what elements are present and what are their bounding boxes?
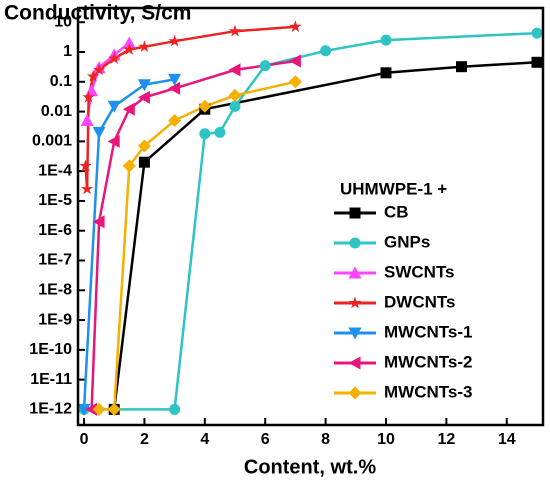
- marker: [138, 40, 151, 52]
- marker: [168, 114, 182, 127]
- marker: [380, 67, 392, 79]
- y-tick-label: 1E-12: [29, 401, 72, 418]
- marker: [456, 61, 467, 73]
- marker: [123, 43, 136, 55]
- x-tick-label: 4: [200, 431, 209, 448]
- marker: [289, 20, 302, 33]
- y-tick-label: 1E-4: [38, 162, 72, 179]
- marker: [92, 126, 106, 139]
- marker: [107, 100, 121, 113]
- marker: [138, 156, 150, 168]
- marker: [92, 402, 106, 416]
- y-tick-label: 1: [63, 43, 72, 60]
- legend-label: GNPs: [384, 232, 430, 251]
- y-tick-label: 1E-8: [38, 282, 72, 299]
- y-tick-label: 1E-9: [38, 311, 72, 328]
- marker: [85, 402, 98, 416]
- marker: [531, 56, 543, 68]
- marker: [228, 63, 241, 77]
- marker: [380, 34, 392, 46]
- marker: [288, 54, 301, 68]
- y-tick-label: 1E-11: [30, 371, 72, 388]
- x-tick-label: 8: [321, 431, 330, 448]
- marker: [168, 73, 182, 86]
- x-tick-label: 14: [498, 431, 516, 448]
- y-tick-label: 0.1: [50, 73, 72, 90]
- marker: [80, 114, 94, 126]
- chart-title: Conductivity, S/cm: [4, 2, 191, 25]
- marker: [198, 99, 212, 113]
- legend-marker: [348, 266, 362, 279]
- marker: [320, 45, 332, 57]
- legend-marker: [348, 327, 362, 340]
- y-tick-label: 1E-6: [38, 222, 72, 239]
- marker: [85, 84, 99, 97]
- legend-title: UHMWPE-1 +: [340, 179, 447, 198]
- marker: [199, 128, 211, 140]
- marker: [80, 182, 94, 195]
- marker: [228, 88, 242, 102]
- y-tick-label: 10: [54, 13, 72, 30]
- series-line: [99, 80, 296, 411]
- marker: [107, 134, 120, 148]
- legend-label: SWCNTs: [384, 262, 455, 281]
- x-tick-label: 2: [140, 431, 149, 448]
- marker: [288, 75, 302, 89]
- marker: [259, 60, 271, 72]
- legend-label: CB: [384, 202, 409, 221]
- marker: [92, 215, 105, 229]
- marker: [122, 102, 135, 116]
- marker: [82, 90, 95, 103]
- marker: [531, 27, 543, 39]
- marker: [137, 139, 151, 153]
- y-tick-label: 0.01: [41, 103, 72, 120]
- marker: [77, 403, 91, 416]
- y-tick-label: 1E-5: [38, 192, 72, 209]
- legend-marker: [348, 356, 361, 370]
- legend-marker: [349, 207, 361, 219]
- legend-marker: [348, 296, 362, 309]
- marker: [228, 24, 242, 37]
- marker: [107, 402, 121, 416]
- x-tick-label: 12: [437, 431, 455, 448]
- marker: [137, 79, 151, 92]
- marker: [168, 81, 181, 95]
- series-line: [90, 59, 296, 410]
- marker: [86, 70, 100, 82]
- marker: [122, 36, 136, 49]
- marker: [169, 403, 181, 415]
- x-tick-label: 6: [261, 431, 270, 448]
- marker: [229, 100, 241, 112]
- plot-frame: [76, 6, 545, 427]
- marker: [108, 52, 121, 64]
- legend-marker: [348, 386, 362, 400]
- legend-label: MWCNTs-1: [384, 322, 472, 341]
- x-tick-label: 10: [377, 431, 395, 448]
- y-tick-label: 1E-10: [29, 341, 72, 358]
- x-axis-label: Content, wt.%: [244, 456, 376, 478]
- y-tick-label: 1E-7: [38, 252, 72, 269]
- marker: [137, 90, 150, 104]
- x-tick-label: 0: [80, 431, 89, 448]
- marker: [214, 126, 226, 138]
- marker: [93, 63, 106, 76]
- legend-marker: [349, 237, 361, 249]
- legend-label: MWCNTs-3: [384, 382, 472, 401]
- series-line: [112, 61, 538, 410]
- legend-label: MWCNTs-2: [384, 352, 472, 371]
- marker: [79, 159, 92, 172]
- legend-label: DWCNTs: [384, 292, 455, 311]
- marker: [122, 159, 136, 173]
- y-tick-label: 0.001: [32, 133, 72, 150]
- marker: [168, 34, 181, 47]
